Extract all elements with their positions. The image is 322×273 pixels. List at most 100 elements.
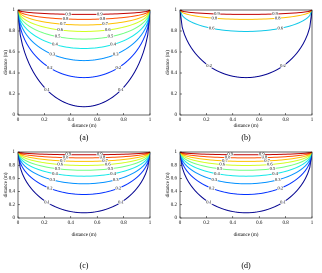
contour-line xyxy=(179,151,313,159)
contour-line xyxy=(179,151,313,171)
contour-label: 0.1 xyxy=(118,199,124,204)
contour-line xyxy=(17,9,151,32)
x-tick-label: 0 xyxy=(17,221,20,226)
contour-label: 0.3 xyxy=(50,177,56,182)
contour-label: 0.6 xyxy=(57,27,63,32)
contour-label: 0.6 xyxy=(57,162,63,167)
contour-line xyxy=(17,151,151,166)
x-axis-label: distance (m) xyxy=(72,124,97,129)
x-tick-label: 0 xyxy=(179,221,182,226)
contour-label: 0.2 xyxy=(116,65,122,70)
contour-line xyxy=(179,9,313,32)
contour-label: 0.2 xyxy=(280,63,286,68)
contour-label: 0.8 xyxy=(275,15,281,20)
y-tick-label: 0.2 xyxy=(171,203,178,208)
x-tick-label: 0.8 xyxy=(282,118,289,123)
contour-label: 0.5 xyxy=(55,34,61,39)
y-tick-label: 0.4 xyxy=(171,71,178,76)
y-tick-label: 0.8 xyxy=(9,163,16,168)
x-tick-label: 0.8 xyxy=(120,221,127,226)
y-tick-label: 0 xyxy=(175,113,178,118)
contour-label: 0.7 xyxy=(60,158,66,163)
contour-line xyxy=(17,9,151,15)
contour-label: 0.9 xyxy=(65,11,71,16)
y-tick-label: 0.4 xyxy=(9,71,16,76)
contour-label: 0.4 xyxy=(52,171,58,176)
contour-line xyxy=(179,151,313,162)
x-tick-label: 0 xyxy=(179,118,182,123)
contour-line xyxy=(17,9,151,20)
contour-label: 0.5 xyxy=(108,34,114,39)
contour-label: 0.6 xyxy=(219,162,225,167)
contour-line xyxy=(17,9,151,40)
y-tick-label: 0.4 xyxy=(9,190,16,195)
contour-line xyxy=(179,151,313,177)
contour-line xyxy=(17,151,151,159)
contour-label: 0.7 xyxy=(222,158,228,163)
y-tick-label: 1 xyxy=(13,150,16,155)
contour-label: 0.2 xyxy=(47,65,53,70)
contour-line xyxy=(17,9,151,108)
contour-label: 0.8 xyxy=(100,16,106,21)
contour-label: 0.8 xyxy=(212,15,218,20)
y-tick-label: 0.8 xyxy=(171,163,178,168)
plot-frame xyxy=(17,151,151,219)
contour-label: 0.2 xyxy=(278,185,284,190)
x-axis-label: distance (m) xyxy=(234,124,259,129)
y-tick-label: 0.2 xyxy=(9,203,16,208)
contour-label: 0.9 xyxy=(259,152,265,157)
caption: (c) xyxy=(80,261,89,270)
contour-line xyxy=(17,9,151,49)
contour-label: 0.8 xyxy=(225,155,231,160)
x-axis-label: distance (m) xyxy=(234,233,259,238)
y-tick-label: 1 xyxy=(175,150,178,155)
contour-label: 0.9 xyxy=(97,152,103,157)
contour-line xyxy=(179,151,313,185)
x-tick-label: 0.8 xyxy=(120,118,127,123)
contour-label: 0.1 xyxy=(118,87,124,92)
contour-line xyxy=(17,151,151,162)
contour-line xyxy=(179,151,313,195)
caption: (a) xyxy=(80,133,89,142)
contour-label: 0.2 xyxy=(116,185,122,190)
contour-label: 0.5 xyxy=(270,166,276,171)
y-tick-label: 0.8 xyxy=(9,29,16,34)
contour-label: 0.3 xyxy=(113,51,119,56)
contour-line xyxy=(179,9,313,79)
contour-label: 0.5 xyxy=(108,166,114,171)
contour-label: 0.7 xyxy=(60,21,66,26)
contour-label: 0.7 xyxy=(102,21,108,26)
x-tick-label: 0.4 xyxy=(230,221,237,226)
contour-label: 0.2 xyxy=(206,63,212,68)
y-tick-label: 0.6 xyxy=(9,177,16,182)
contour-label: 0.9 xyxy=(272,11,278,16)
contour-label: 0.1 xyxy=(206,199,212,204)
contour-label: 0.1 xyxy=(44,87,50,92)
contour-label: 0.2 xyxy=(47,185,53,190)
contour-line xyxy=(179,9,313,15)
x-tick-label: 0.2 xyxy=(203,221,210,226)
contour-line xyxy=(179,151,313,166)
plot-frame xyxy=(179,9,313,116)
y-tick-label: 0 xyxy=(175,216,178,221)
contour-label: 0.9 xyxy=(227,152,233,157)
contour-label: 0.8 xyxy=(100,155,106,160)
contour-label: 0.1 xyxy=(44,199,50,204)
y-tick-label: 0.4 xyxy=(171,190,178,195)
x-tick-label: 0 xyxy=(17,118,20,123)
contour-line xyxy=(17,9,151,62)
y-tick-label: 1 xyxy=(13,8,16,13)
y-tick-label: 0 xyxy=(13,113,16,118)
contour-label: 0.4 xyxy=(52,42,58,47)
y-tick-label: 0.2 xyxy=(171,92,178,97)
x-tick-label: 0.2 xyxy=(203,118,210,123)
contour-line xyxy=(17,151,151,177)
contour-line xyxy=(17,151,151,171)
x-tick-label: 1 xyxy=(149,118,152,123)
x-tick-label: 0.4 xyxy=(68,221,75,226)
x-tick-label: 0.2 xyxy=(41,118,48,123)
x-tick-label: 0.6 xyxy=(256,221,263,226)
contour-label: 0.6 xyxy=(278,25,284,30)
